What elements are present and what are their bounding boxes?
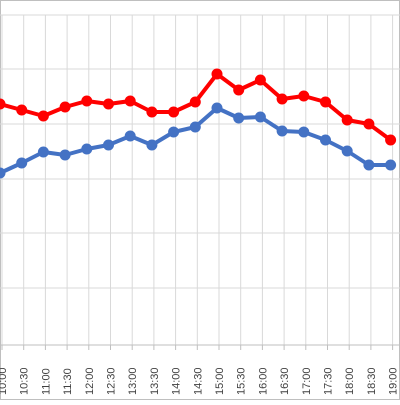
x-tick-label: 19:00 bbox=[388, 367, 400, 395]
data-point bbox=[16, 104, 28, 116]
x-tick-label: 13:30 bbox=[149, 367, 161, 395]
series-layer bbox=[0, 68, 397, 179]
x-tick-label: 12:00 bbox=[84, 367, 96, 395]
data-point bbox=[298, 126, 310, 138]
data-point bbox=[233, 84, 245, 96]
x-tick-label: 11:00 bbox=[40, 368, 52, 395]
x-tick-label: 12:30 bbox=[106, 367, 118, 395]
x-tick-label: 17:30 bbox=[323, 367, 335, 395]
data-point bbox=[81, 95, 93, 107]
data-point bbox=[37, 110, 49, 122]
data-point bbox=[276, 125, 288, 137]
data-point bbox=[146, 139, 158, 151]
data-point bbox=[59, 149, 71, 161]
data-point bbox=[81, 143, 93, 155]
data-point bbox=[37, 146, 49, 158]
x-tick-label: 16:00 bbox=[257, 367, 269, 395]
x-tick-label: 15:30 bbox=[236, 367, 248, 395]
data-point bbox=[363, 118, 375, 130]
data-point bbox=[189, 96, 201, 108]
x-tick-label: 18:30 bbox=[366, 367, 378, 395]
vertical-gridlines bbox=[1, 15, 394, 350]
x-tick-label: 14:00 bbox=[171, 367, 183, 395]
data-point bbox=[341, 114, 353, 126]
series-line bbox=[0, 106, 391, 175]
x-tick-label: 11:30 bbox=[62, 368, 74, 395]
data-point bbox=[16, 157, 28, 169]
x-tick-label: 14:30 bbox=[192, 367, 204, 395]
data-point bbox=[103, 98, 114, 110]
x-tick-labels: 10:00 10:30 11:00 11:30 12:00 12:30 13:00 13:30… bbox=[0, 367, 400, 395]
data-point bbox=[168, 126, 180, 138]
x-tick-label: 10:00 bbox=[0, 367, 9, 395]
data-point bbox=[320, 134, 331, 146]
x-tick-label: 16:30 bbox=[279, 367, 291, 395]
data-point bbox=[320, 96, 331, 108]
data-point bbox=[363, 159, 375, 171]
data-point bbox=[0, 167, 6, 179]
series-1 bbox=[0, 68, 397, 146]
data-point bbox=[189, 121, 201, 133]
data-point bbox=[341, 145, 353, 157]
data-point bbox=[59, 101, 71, 113]
data-point bbox=[385, 159, 397, 171]
x-tick-label: 18:00 bbox=[344, 367, 356, 395]
data-point bbox=[124, 95, 136, 107]
data-point bbox=[124, 130, 136, 142]
data-point bbox=[254, 74, 266, 86]
horizontal-gridlines bbox=[0, 14, 400, 346]
data-point bbox=[211, 102, 223, 114]
x-tick-label: 10:30 bbox=[19, 367, 31, 395]
data-point bbox=[0, 98, 6, 110]
x-tick-label: 15:00 bbox=[214, 367, 226, 395]
series-2 bbox=[0, 102, 397, 179]
x-tick-label: 17:00 bbox=[301, 367, 313, 395]
x-tick-label: 13:00 bbox=[127, 367, 139, 395]
data-point bbox=[233, 112, 245, 124]
data-point bbox=[254, 111, 266, 123]
data-point bbox=[276, 93, 288, 105]
data-point bbox=[146, 106, 158, 118]
data-point bbox=[298, 90, 310, 102]
data-point bbox=[211, 68, 223, 80]
data-point bbox=[385, 134, 397, 146]
data-point bbox=[103, 139, 114, 151]
data-point bbox=[168, 106, 180, 118]
